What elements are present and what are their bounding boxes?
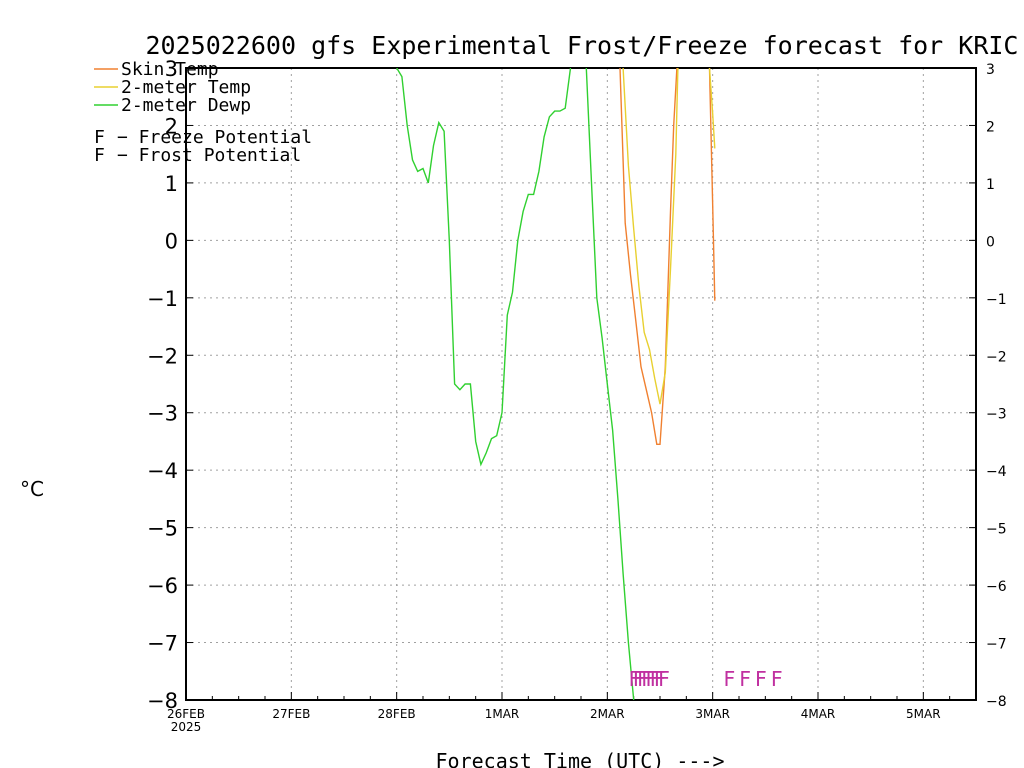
x-tick-label: 26FEB bbox=[167, 707, 205, 721]
y-tick-label-right: −6 bbox=[986, 579, 1007, 595]
plot-frame bbox=[185, 67, 977, 701]
freeze-marker: F bbox=[771, 667, 783, 691]
freeze-marker: F bbox=[628, 667, 640, 691]
y-tick-label: −5 bbox=[147, 517, 178, 541]
freeze-marker: F bbox=[654, 667, 666, 691]
y-tick-label-right: −2 bbox=[986, 349, 1007, 365]
potential-legend-label: − Frost Potential bbox=[117, 145, 301, 166]
x-tick-label: 2MAR bbox=[590, 707, 625, 721]
x-tick-label: 5MAR bbox=[906, 707, 941, 721]
y-tick-label: 1 bbox=[165, 172, 178, 196]
y-tick-label-right: −5 bbox=[986, 522, 1007, 538]
y-tick-label-right: 1 bbox=[986, 177, 995, 193]
freeze-marker: F bbox=[637, 667, 649, 691]
y-tick-label: 3 bbox=[165, 57, 178, 81]
x-tick-label: 27FEB bbox=[272, 707, 310, 721]
freeze-marker: F bbox=[723, 667, 735, 691]
y-tick-label-right: −8 bbox=[986, 694, 1007, 710]
potential-legend-symbol: F bbox=[94, 145, 105, 166]
y-tick-label: −3 bbox=[147, 402, 178, 426]
potential-legend-label: − Freeze Potential bbox=[117, 127, 312, 148]
freeze-marker: F bbox=[649, 667, 661, 691]
freeze-marker: F bbox=[645, 667, 657, 691]
axis-ticks: 3 3 2 2 1 1 0 0 −1 −1 −2 −2 −3 −3 −4 −4 −5 −5 −6 −6 −7 −7 −8 −8… bbox=[147, 57, 1007, 734]
legend-label: 2-meter Dewp bbox=[121, 95, 251, 116]
y-tick-label: 0 bbox=[165, 229, 178, 253]
y-tick-label: −4 bbox=[147, 459, 178, 483]
series-skin-temp bbox=[619, 68, 716, 445]
y-tick-label-right: 0 bbox=[986, 234, 995, 250]
y-tick-label-right: −3 bbox=[986, 407, 1007, 423]
x-tick-label: 1MAR bbox=[485, 707, 520, 721]
chart-title: 2025022600 gfs Experimental Frost/Freeze… bbox=[146, 31, 1019, 60]
series-lines bbox=[396, 68, 716, 700]
y-tick-label-right: −4 bbox=[986, 464, 1007, 480]
series-2-meter-dewp bbox=[396, 68, 635, 700]
y-tick-label: −2 bbox=[147, 344, 178, 368]
grid-lines bbox=[186, 68, 976, 700]
legend-label: 2-meter Temp bbox=[121, 77, 251, 98]
series-2-meter-temp bbox=[622, 68, 716, 405]
y-tick-label-right: 3 bbox=[986, 62, 995, 78]
freeze-marker: F bbox=[755, 667, 767, 691]
y-tick-label-right: −7 bbox=[986, 637, 1007, 653]
y-axis-label: °C bbox=[20, 477, 44, 501]
legend-label: Skin Temp bbox=[121, 59, 219, 80]
x-tick-label: 28FEB bbox=[378, 707, 416, 721]
y-tick-label: −7 bbox=[147, 632, 178, 656]
freeze-marker: F bbox=[658, 667, 670, 691]
y-tick-label: −6 bbox=[147, 574, 178, 598]
freeze-marker: F bbox=[633, 667, 645, 691]
y-tick-label: −8 bbox=[147, 689, 178, 713]
y-tick-label: −1 bbox=[147, 287, 178, 311]
potential-legend-symbol: F bbox=[94, 127, 105, 148]
x-tick-sublabel: 2025 bbox=[171, 720, 202, 734]
y-tick-label: 2 bbox=[165, 114, 178, 138]
x-tick-label: 3MAR bbox=[695, 707, 730, 721]
freeze-marker: F bbox=[739, 667, 751, 691]
freeze-marker: F bbox=[641, 667, 653, 691]
x-tick-label: 4MAR bbox=[801, 707, 836, 721]
y-tick-label-right: −1 bbox=[986, 292, 1007, 308]
x-axis-label: Forecast Time (UTC) ---> bbox=[436, 749, 725, 768]
y-tick-label-right: 2 bbox=[986, 119, 995, 135]
